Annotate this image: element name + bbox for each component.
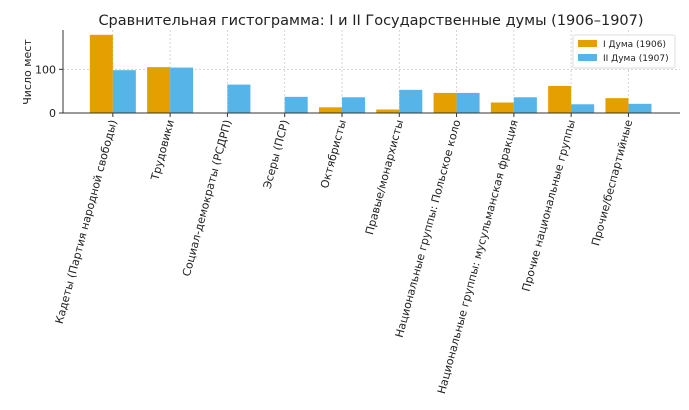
bar [628,103,652,113]
bar [147,67,171,113]
bar [284,96,308,113]
y-tick-label: 100 [35,63,56,76]
legend-label: I Дума (1906) [603,40,666,50]
legend-swatch [578,40,597,47]
x-tick-label: Октябристы [318,118,349,189]
legend-box [572,34,676,69]
bar [227,84,251,113]
bar [341,97,365,113]
bar [571,104,595,113]
bar [112,70,136,113]
bar [376,109,400,113]
legend: I Дума (1906) II Дума (1907) [572,34,676,69]
chart-title: Сравнительная гистограмма: I и II Госуда… [98,13,643,29]
bar [399,89,423,113]
x-tick-label: Социал-демократы (РСДРП) [180,118,234,277]
x-tick-label: Национальные группы: Польское коло [393,118,464,339]
legend-label: II Дума (1907) [603,54,669,64]
bar [548,85,572,113]
y-tick-label: 0 [49,107,56,120]
bar [89,34,113,113]
bar [513,97,537,113]
bar [490,102,514,113]
y-axis-label: Число мест [21,39,34,105]
x-tick-label: Трудовики [148,118,177,182]
bar [318,107,342,113]
bar [456,92,480,113]
bar [170,67,194,113]
legend-swatch [578,54,597,61]
x-tick-label: Эсеры (ПСР) [261,118,292,190]
x-tick-label: Кадеты (Партия народной свободы) [53,118,120,325]
bar [433,92,457,113]
x-tick-label: Правые/монархисты [363,118,406,236]
bar [605,98,629,113]
x-tick-label: Прочие/беспартийные [589,118,635,247]
x-tick-label: Прочие национальные группы [520,118,578,292]
